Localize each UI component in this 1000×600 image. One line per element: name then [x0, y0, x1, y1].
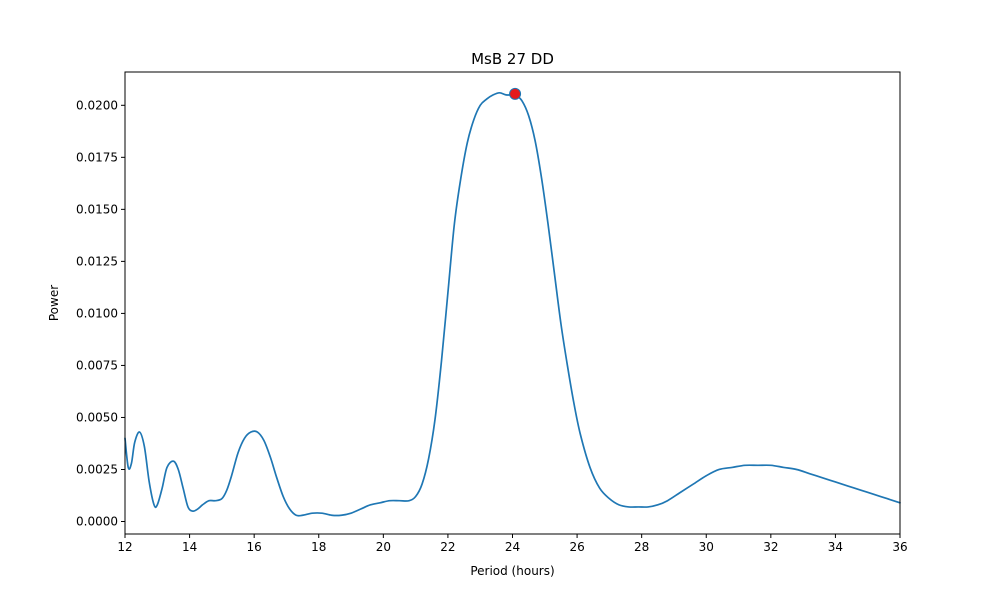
- series-line: [124, 91, 901, 517]
- chart-title: MsB 27 DD: [471, 50, 554, 68]
- x-tick-label: 14: [182, 540, 197, 554]
- y-tick-label: 0.0050: [76, 410, 118, 424]
- y-tick-label: 0.0150: [76, 202, 118, 216]
- x-tick-label: 32: [763, 540, 778, 554]
- x-tick-label: 26: [569, 540, 584, 554]
- x-tick-label: 24: [505, 540, 520, 554]
- y-tick-label: 0.0175: [76, 150, 118, 164]
- x-tick-label: 36: [892, 540, 907, 554]
- peak-marker: [509, 87, 522, 100]
- x-tick-label: 12: [117, 540, 132, 554]
- series-layer: [124, 91, 901, 517]
- x-axis: 12 14 16 18 20 22 24 26 28 30 32 34 36: [117, 534, 908, 554]
- y-tick-label: 0.0200: [76, 98, 118, 112]
- x-axis-label: Period (hours): [470, 564, 554, 578]
- x-tick-label: 34: [828, 540, 843, 554]
- plot-area: [124, 71, 901, 535]
- x-tick-label: 18: [311, 540, 326, 554]
- y-tick-label: 0.0000: [76, 515, 118, 529]
- y-tick-label: 0.0100: [76, 306, 118, 320]
- peak-layer: [509, 87, 522, 100]
- y-tick-label: 0.0075: [76, 358, 118, 372]
- x-tick-label: 28: [634, 540, 649, 554]
- x-tick-label: 20: [376, 540, 391, 554]
- x-tick-label: 30: [699, 540, 714, 554]
- axes-frame: [124, 71, 901, 535]
- y-tick-label: 0.0125: [76, 254, 118, 268]
- y-axis-label: Power: [47, 285, 61, 321]
- x-tick-label: 22: [440, 540, 455, 554]
- y-axis: 0.0000 0.0025 0.0050 0.0075 0.0100 0.0125 0.01…: [76, 98, 125, 529]
- y-tick-label: 0.0025: [76, 462, 118, 476]
- x-tick-label: 16: [247, 540, 262, 554]
